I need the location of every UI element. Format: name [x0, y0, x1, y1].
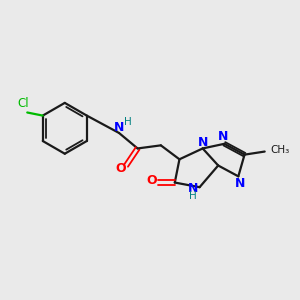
Text: H: H	[124, 117, 132, 127]
Text: H: H	[189, 191, 196, 201]
Text: N: N	[188, 182, 198, 195]
Text: N: N	[235, 177, 245, 190]
Text: N: N	[114, 121, 124, 134]
Text: O: O	[115, 162, 126, 175]
Text: O: O	[147, 175, 158, 188]
Text: N: N	[197, 136, 208, 149]
Text: Cl: Cl	[18, 97, 29, 110]
Text: CH₃: CH₃	[270, 145, 290, 155]
Text: N: N	[218, 130, 228, 143]
